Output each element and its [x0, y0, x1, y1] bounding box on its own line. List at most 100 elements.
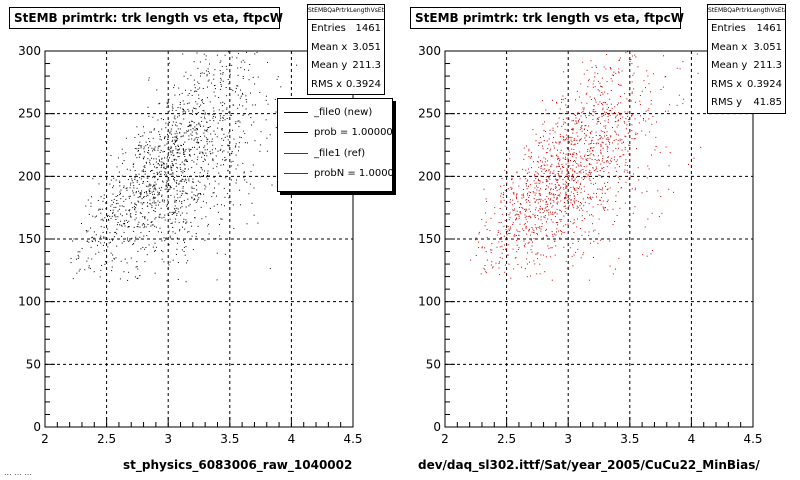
data-point	[227, 79, 229, 80]
data-point	[216, 54, 218, 56]
data-point	[572, 164, 574, 166]
data-point	[563, 140, 565, 142]
data-point	[546, 180, 548, 182]
data-point	[628, 120, 630, 122]
data-point	[164, 199, 166, 201]
data-point	[601, 160, 603, 162]
data-point	[205, 58, 207, 60]
data-point	[581, 127, 583, 129]
data-point	[123, 187, 125, 189]
data-point	[516, 213, 518, 215]
y-tick-label: 50	[426, 357, 441, 371]
data-point	[167, 177, 169, 178]
data-point	[552, 211, 554, 213]
data-point	[135, 211, 137, 213]
data-point	[516, 210, 518, 212]
data-point	[627, 111, 629, 113]
data-point	[560, 219, 562, 220]
data-point	[503, 199, 505, 201]
data-point	[570, 160, 571, 162]
data-point	[156, 167, 158, 169]
y-tick-label: 300	[18, 44, 41, 58]
data-point	[572, 242, 574, 244]
data-point	[113, 257, 115, 259]
data-point	[539, 181, 541, 183]
data-point	[586, 92, 588, 94]
data-point	[253, 121, 255, 123]
data-point	[190, 74, 192, 76]
data-point	[113, 185, 114, 187]
data-point	[181, 174, 182, 176]
data-point	[201, 72, 203, 74]
data-point	[201, 218, 203, 220]
data-point	[519, 211, 521, 213]
data-point	[523, 240, 525, 242]
data-point	[166, 166, 168, 168]
data-point	[596, 193, 597, 194]
data-point	[588, 164, 590, 166]
data-point	[559, 108, 561, 110]
data-point	[552, 221, 554, 223]
data-point	[192, 249, 194, 251]
data-point	[160, 167, 162, 169]
legend-label: _file0 (new)	[314, 106, 373, 118]
data-point	[152, 176, 154, 178]
data-point	[166, 103, 168, 105]
data-point	[585, 93, 587, 95]
data-point	[623, 121, 625, 123]
data-point	[585, 125, 587, 127]
data-point	[587, 174, 589, 176]
data-point	[628, 119, 630, 120]
data-point	[504, 205, 506, 207]
data-point	[584, 218, 586, 220]
data-point	[636, 148, 637, 150]
data-point	[102, 220, 104, 222]
data-point	[121, 235, 123, 237]
data-point	[585, 158, 587, 160]
data-point	[185, 111, 187, 113]
data-point	[535, 133, 537, 135]
data-point	[650, 99, 652, 101]
data-point	[518, 217, 520, 219]
data-point	[586, 102, 588, 104]
data-point	[206, 139, 208, 141]
data-point	[515, 217, 517, 219]
data-point	[143, 196, 145, 197]
data-point	[238, 120, 240, 122]
data-point	[629, 153, 631, 155]
data-point	[208, 175, 210, 177]
data-point	[631, 115, 633, 117]
data-point	[603, 66, 605, 68]
data-point	[250, 117, 252, 119]
data-point	[194, 210, 196, 212]
data-point	[181, 190, 183, 192]
data-point	[152, 150, 154, 152]
y-tick-label: 200	[418, 169, 441, 183]
data-point	[149, 141, 151, 143]
data-point	[641, 130, 643, 132]
data-point	[625, 136, 627, 138]
data-point	[224, 160, 226, 162]
data-point	[540, 141, 542, 143]
data-point	[175, 181, 177, 183]
data-point	[157, 149, 159, 151]
data-point	[207, 68, 209, 70]
data-point	[575, 120, 577, 122]
data-point	[571, 156, 573, 158]
data-point	[550, 155, 552, 157]
data-point	[480, 273, 482, 275]
data-point	[550, 188, 552, 190]
data-point	[188, 135, 190, 137]
data-point	[667, 110, 669, 112]
data-point	[133, 230, 135, 232]
data-point	[176, 139, 178, 141]
data-point	[616, 215, 618, 216]
data-point	[176, 193, 178, 195]
data-point	[161, 165, 162, 167]
data-point	[79, 268, 81, 270]
data-point	[573, 195, 575, 197]
data-point	[556, 142, 558, 144]
data-point	[568, 206, 570, 208]
data-point	[148, 115, 150, 117]
data-point	[615, 201, 617, 202]
